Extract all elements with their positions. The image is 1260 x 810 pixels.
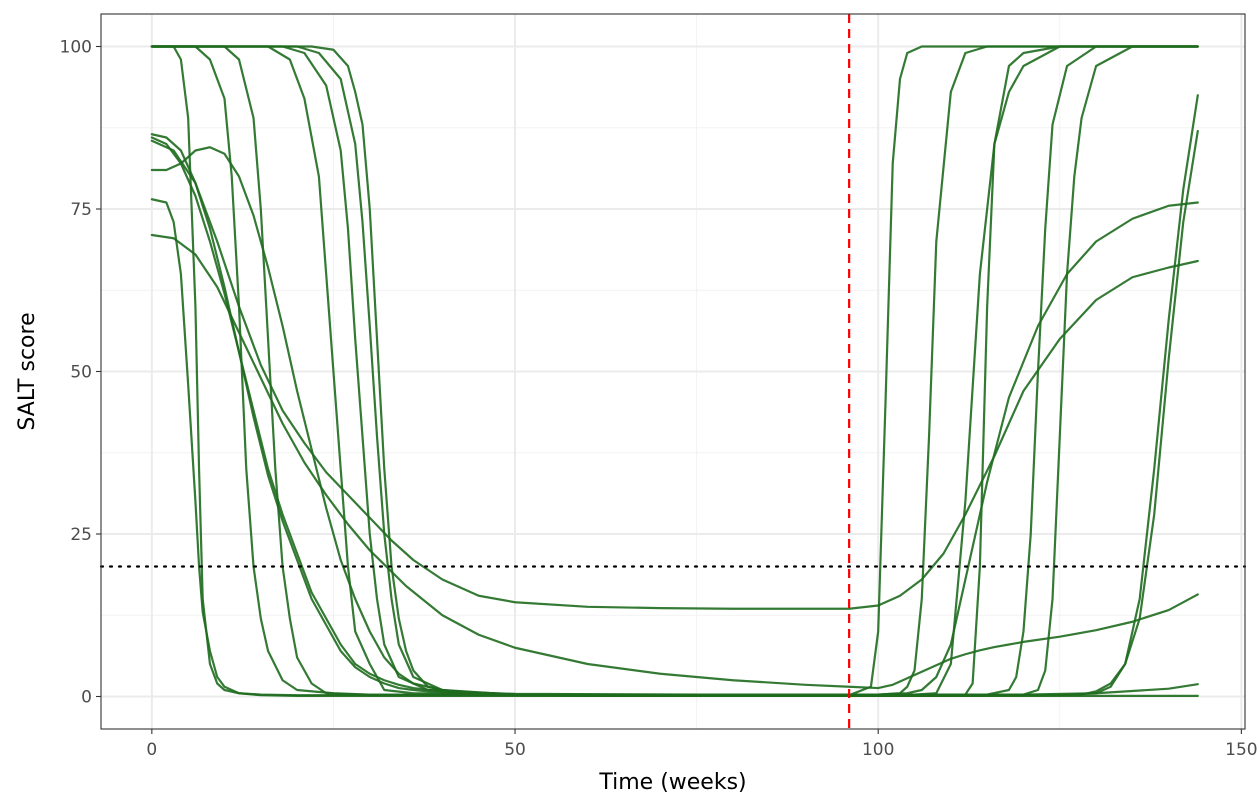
y-tick-label: 25 [70,525,92,545]
x-tick-label: 150 [1225,740,1257,760]
reference-lines [99,14,1247,729]
x-axis-title: Time (weeks) [598,770,746,795]
series-line-12 [150,139,1199,610]
y-tick-label: 100 [60,38,92,58]
y-axis-title: SALT score [15,312,40,430]
series-line-10 [150,129,1199,697]
series-line-13 [150,233,1199,690]
y-tick-label: 0 [81,688,92,708]
x-tick-label: 0 [146,740,157,760]
y-tick-label: 50 [70,363,92,383]
y-tick-label: 75 [70,200,92,220]
x-tick-label: 100 [862,740,894,760]
series-line-11 [150,146,1199,696]
data-series [150,45,1199,697]
x-tick-label: 50 [504,740,526,760]
x-axis-ticks: 0 50 100 150 [146,729,1258,760]
series-line-4 [150,45,1199,697]
y-axis-ticks: 0 25 50 75 100 [60,38,101,708]
series-line-5 [150,45,1199,696]
